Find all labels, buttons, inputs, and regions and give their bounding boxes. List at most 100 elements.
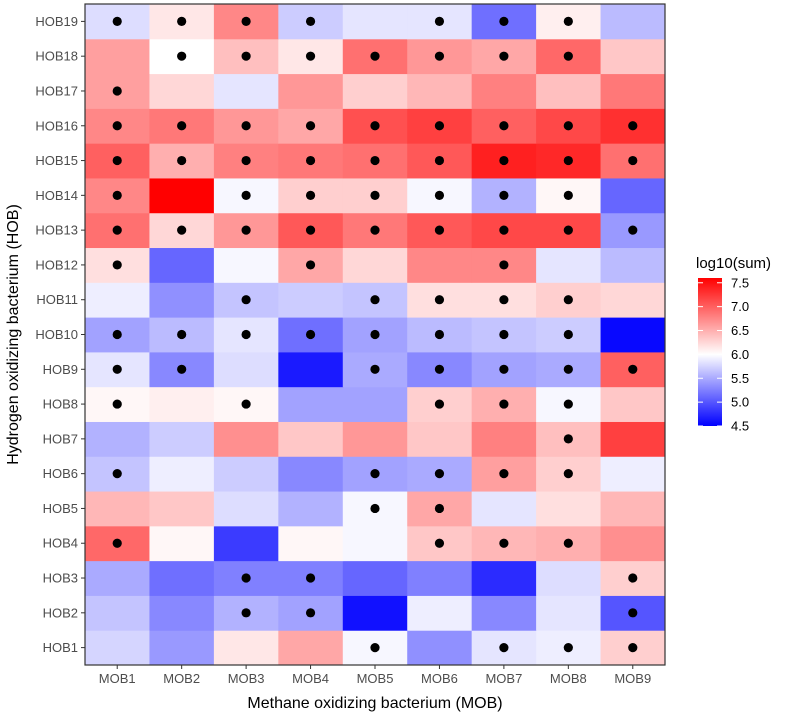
marker-dot-hob15-mob2 <box>177 155 187 166</box>
heatmap-cell-hob9-mob4 <box>278 351 344 388</box>
marker-dot-hob8-mob3 <box>241 399 251 409</box>
heatmap-cell-hob19-mob5 <box>342 4 408 40</box>
marker-dot-hob5-mob5 <box>370 503 380 514</box>
heatmap-cell-hob7-mob6 <box>407 421 473 457</box>
marker-dot-hob13-mob6 <box>434 225 445 235</box>
heatmap-cell-hob4-mob2 <box>149 525 215 562</box>
marker-dot-hob1-mob9 <box>628 643 638 653</box>
heatmap-cell-hob3-mob8 <box>536 560 602 596</box>
y-tick-label-hob10: HOB10 <box>35 327 78 342</box>
marker-dot-hob14-mob4 <box>305 190 316 200</box>
legend-tick-label: 5.0 <box>731 395 749 410</box>
y-tick-label-hob15: HOB15 <box>35 153 78 168</box>
heatmap-cell-hob11-mob4 <box>278 282 344 318</box>
x-axis-ticks: MOB1 MOB2 MOB3 MOB4 MOB5 MOB6 MOB7 MOB8 MOB9 <box>99 665 651 686</box>
heatmap-cell-hob11-mob9 <box>600 282 666 318</box>
marker-dot-hob11-mob6 <box>434 295 445 305</box>
marker-dot-hob19-mob1 <box>112 16 122 26</box>
heatmap-cell-hob8-mob5 <box>342 386 408 422</box>
heatmap-cell-hob7-mob1 <box>85 421 150 457</box>
legend-tick-label: 5.5 <box>731 371 749 386</box>
x-tick-label-mob3: MOB3 <box>228 671 265 686</box>
x-tick-label-mob7: MOB7 <box>485 671 522 686</box>
heatmap-cell-hob12-mob9 <box>600 247 666 283</box>
heatmap-cell-hob5-mob2 <box>149 491 215 527</box>
heatmap-cell-hob2-mob1 <box>85 595 150 631</box>
heatmap-cell-hob1-mob1 <box>85 630 150 666</box>
heatmap-cell-hob3-mob5 <box>342 560 408 596</box>
marker-dot-hob16-mob7 <box>499 121 509 131</box>
heatmap-cell-hob14-mob2 <box>149 177 215 214</box>
marker-dot-hob11-mob8 <box>563 295 573 305</box>
marker-dot-hob18-mob2 <box>177 51 187 61</box>
heatmap-cell-hob2-mob5 <box>342 595 408 631</box>
heatmap-cell-hob5-mob3 <box>213 491 279 527</box>
legend-color-bar <box>698 278 722 426</box>
marker-dot-hob9-mob2 <box>177 364 187 374</box>
marker-dot-hob15-mob9 <box>628 155 638 166</box>
marker-dot-hob3-mob9 <box>628 573 638 583</box>
heatmap-cell-hob7-mob5 <box>342 421 408 457</box>
marker-dot-hob13-mob5 <box>370 225 380 235</box>
marker-dot-hob14-mob1 <box>112 190 122 200</box>
marker-dot-hob13-mob2 <box>177 225 187 235</box>
marker-dot-hob18-mob6 <box>434 51 445 61</box>
legend-tick-label: 7.0 <box>731 299 749 314</box>
heatmap-cell-hob8-mob4 <box>278 386 344 422</box>
marker-dot-hob16-mob8 <box>563 121 573 131</box>
heatmap-cell-hob3-mob2 <box>149 560 215 596</box>
marker-dot-hob2-mob9 <box>628 608 638 618</box>
heatmap-cell-hob17-mob3 <box>213 73 279 109</box>
heatmap-cell-hob6-mob2 <box>149 456 215 492</box>
marker-dot-hob6-mob7 <box>499 469 509 479</box>
heatmap-cell-hob5-mob8 <box>536 491 602 527</box>
heatmap-cell-hob12-mob2 <box>149 247 215 283</box>
heatmap-cell-hob12-mob3 <box>213 247 279 283</box>
heatmap-markers <box>112 16 638 653</box>
marker-dot-hob10-mob5 <box>370 329 380 340</box>
heatmap-cell-hob17-mob6 <box>407 73 473 109</box>
marker-dot-hob6-mob6 <box>434 469 445 479</box>
y-tick-label-hob12: HOB12 <box>35 257 78 272</box>
x-tick-label-mob9: MOB9 <box>614 671 651 686</box>
heatmap-cell-hob7-mob3 <box>213 421 279 457</box>
y-tick-label-hob18: HOB18 <box>35 49 78 64</box>
y-tick-label-hob16: HOB16 <box>35 118 78 133</box>
marker-dot-hob9-mob1 <box>112 364 122 374</box>
marker-dot-hob10-mob7 <box>499 329 509 340</box>
heatmap-cell-hob1-mob2 <box>149 630 215 666</box>
marker-dot-hob14-mob8 <box>563 190 573 200</box>
heatmap-cell-hob4-mob9 <box>600 525 666 562</box>
marker-dot-hob18-mob7 <box>499 51 509 61</box>
marker-dot-hob10-mob4 <box>305 329 316 340</box>
marker-dot-hob10-mob2 <box>177 329 187 340</box>
heatmap-cell-hob4-mob4 <box>278 525 344 562</box>
heatmap-cell-hob12-mob5 <box>342 247 408 283</box>
marker-dot-hob16-mob9 <box>628 121 638 131</box>
y-tick-label-hob7: HOB7 <box>43 431 78 446</box>
marker-dot-hob8-mob7 <box>499 399 509 409</box>
heatmap-cell-hob7-mob7 <box>471 421 537 457</box>
marker-dot-hob10-mob1 <box>112 329 122 340</box>
legend-title: log10(sum) <box>696 255 771 272</box>
marker-dot-hob10-mob3 <box>241 329 251 340</box>
heatmap-cell-hob7-mob4 <box>278 421 344 457</box>
marker-dot-hob12-mob4 <box>305 260 316 270</box>
heatmap-cell-hob14-mob9 <box>600 177 666 214</box>
marker-dot-hob1-mob8 <box>563 643 573 653</box>
marker-dot-hob13-mob8 <box>563 225 573 235</box>
heatmap-cell-hob3-mob7 <box>471 560 537 596</box>
marker-dot-hob13-mob7 <box>499 225 509 235</box>
heatmap-cell-hob1-mob3 <box>213 630 279 666</box>
heatmap-cell-hob17-mob7 <box>471 73 537 109</box>
marker-dot-hob9-mob5 <box>370 364 380 374</box>
y-tick-label-hob17: HOB17 <box>35 83 78 98</box>
heatmap-cell-hob2-mob8 <box>536 595 602 631</box>
marker-dot-hob16-mob2 <box>177 121 187 131</box>
y-tick-label-hob5: HOB5 <box>43 501 78 516</box>
heatmap-cell-hob7-mob9 <box>600 421 666 457</box>
x-tick-label-mob6: MOB6 <box>421 671 458 686</box>
heatmap-cell-hob2-mob2 <box>149 595 215 631</box>
marker-dot-hob16-mob5 <box>370 121 380 131</box>
